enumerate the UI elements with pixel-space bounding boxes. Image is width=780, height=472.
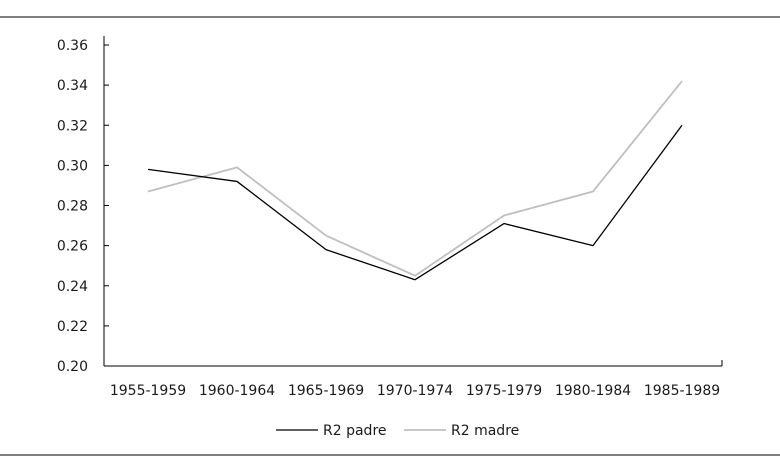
x-axis-ticks: 1955-1959 1960-1964 1965-1969 1970-1974 1975… xyxy=(110,383,720,399)
y-tick-label: 0.24 xyxy=(57,279,88,295)
legend: R2 padre R2 madre xyxy=(276,423,519,439)
y-tick-label: 0.22 xyxy=(57,319,88,335)
series-layer xyxy=(147,80,683,281)
y-tick-label: 0.36 xyxy=(57,38,88,54)
legend-label-madre: R2 madre xyxy=(451,423,519,439)
y-tick-label: 0.30 xyxy=(57,158,88,174)
y-tick-label: 0.28 xyxy=(57,199,88,215)
x-tick-label: 1965-1969 xyxy=(288,383,364,399)
legend-label-padre: R2 padre xyxy=(323,423,387,439)
series-line-padre xyxy=(147,124,683,281)
y-tick-label: 0.26 xyxy=(57,239,88,255)
y-axis-ticks: 0.20 0.22 0.24 0.26 0.28 0.30 0.32 0.34 0.36 xyxy=(57,38,109,375)
x-tick-label: 1985-1989 xyxy=(644,383,720,399)
x-tick-label: 1960-1964 xyxy=(199,383,275,399)
y-tick-label: 0.32 xyxy=(57,118,88,134)
x-tick-label: 1980-1984 xyxy=(555,383,631,399)
x-tick-label: 1975-1979 xyxy=(466,383,542,399)
x-tick-label: 1955-1959 xyxy=(110,383,186,399)
series-line-madre xyxy=(147,80,683,277)
x-tick-label: 1970-1974 xyxy=(377,383,453,399)
y-tick-label: 0.34 xyxy=(57,78,88,94)
y-tick-label: 0.20 xyxy=(57,359,88,375)
